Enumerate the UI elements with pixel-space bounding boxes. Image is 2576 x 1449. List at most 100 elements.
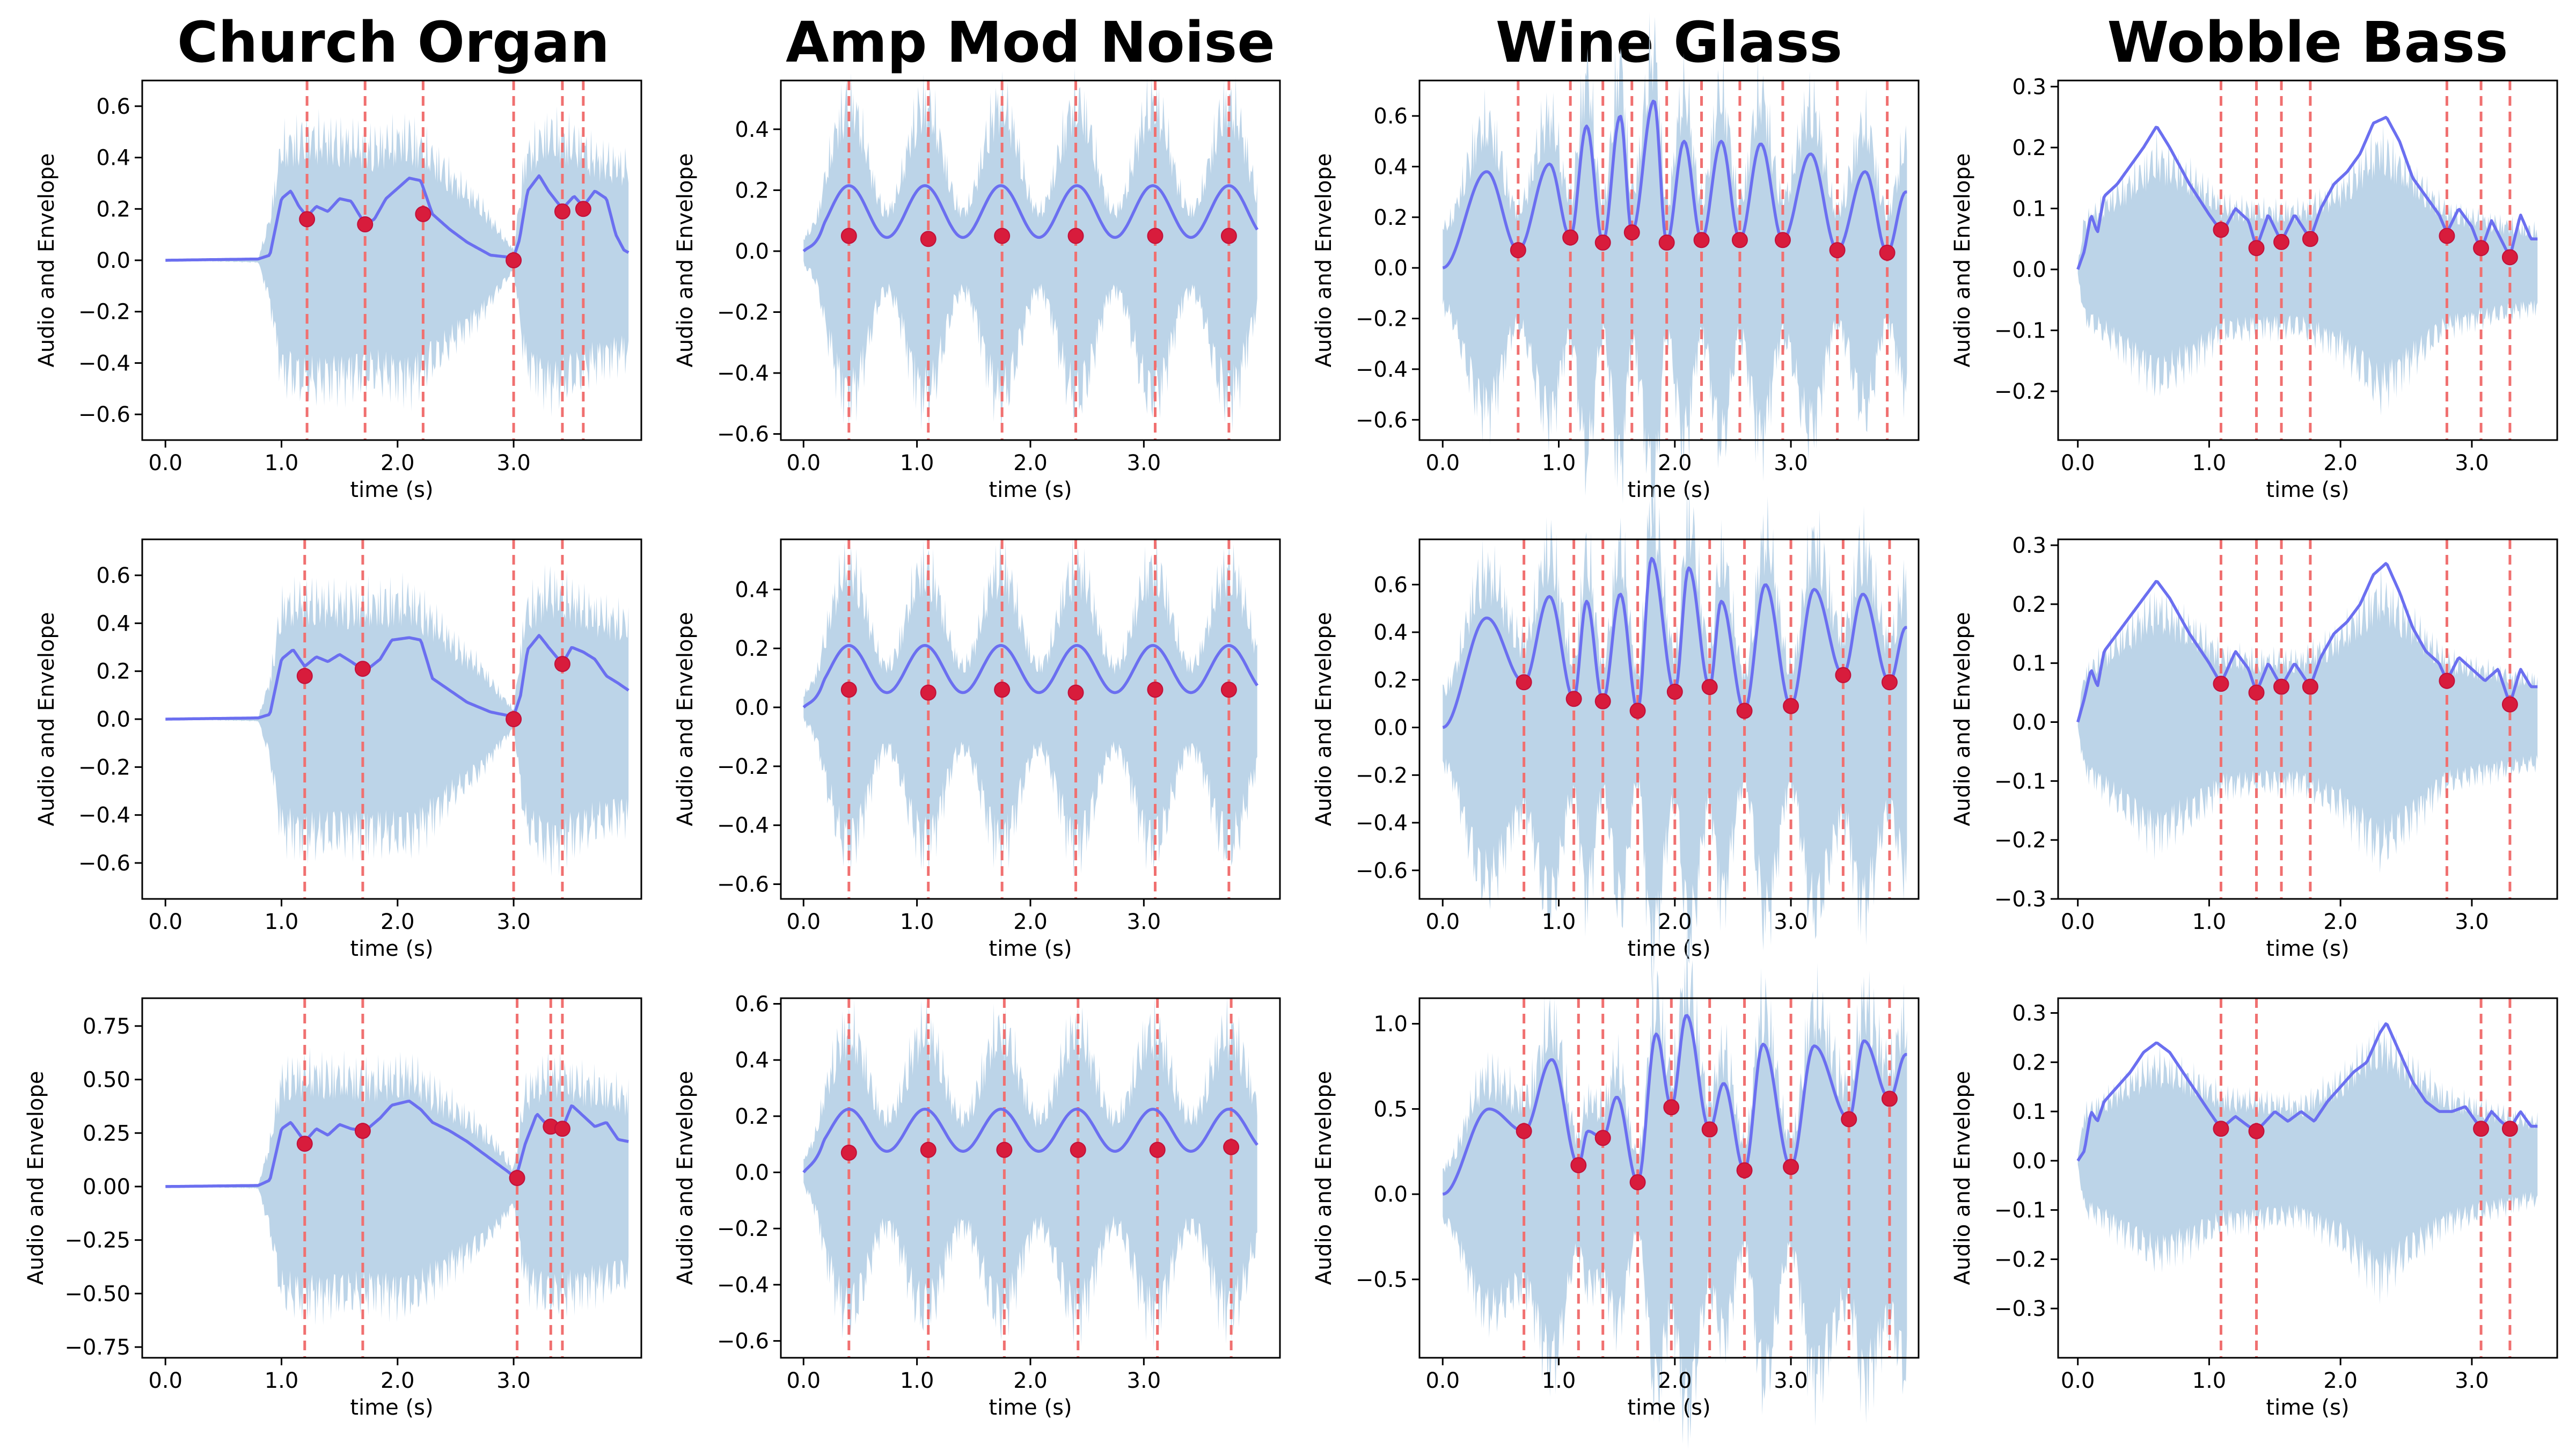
y-tick-label: −0.6	[1356, 859, 1408, 883]
column-title-amp-mod-noise: Amp Mod Noise	[786, 10, 1275, 75]
axes-frame	[1418, 997, 1920, 1359]
onset-marker	[1067, 684, 1084, 701]
y-tick-label: −0.1	[1994, 769, 2046, 794]
onset-marker	[1220, 228, 1237, 244]
y-tick-label: 0.4	[735, 1048, 769, 1073]
y-tick-label: 0.0	[735, 696, 769, 720]
subplot-0-2: 0.0 1.0 2.0 3.0 −0.6 −0.4 −0.2 0.0 0.2 0.4 0.6 time…	[1312, 12, 1920, 526]
x-tick-label: 1.0	[265, 451, 299, 475]
x-tick-label: 3.0	[2455, 1368, 2489, 1393]
onset-marker	[554, 203, 570, 220]
audio-waveform-fill	[1443, 479, 1907, 993]
subplot-2-3: 0.0 1.0 2.0 3.0 −0.3 −0.2 −0.1 0.0 0.1 0.2 0.3 time…	[1950, 997, 2558, 1420]
onset-marker	[1623, 224, 1640, 241]
onset-marker	[1629, 702, 1646, 719]
onset-marker	[920, 684, 936, 701]
y-tick-label: 0.2	[96, 197, 130, 222]
y-tick-label: 0.1	[2012, 196, 2046, 221]
y-tick-label: −0.4	[717, 1273, 769, 1298]
y-tick-label: −0.2	[78, 300, 130, 325]
onset-marker	[1701, 679, 1718, 696]
onset-marker	[1570, 1157, 1587, 1174]
y-tick-label: −0.25	[64, 1228, 130, 1253]
x-tick-label: 1.0	[900, 1368, 934, 1393]
y-tick-label: −0.3	[1994, 887, 2046, 912]
onset-marker	[1783, 1159, 1799, 1175]
envelope-line	[165, 634, 630, 721]
y-tick-label: −0.1	[1994, 319, 2046, 343]
x-tick-label: 1.0	[1542, 910, 1576, 934]
onset-marker	[296, 1136, 313, 1152]
y-tick-label: −0.6	[717, 422, 769, 447]
envelope-line	[802, 643, 1258, 709]
x-axis-label: time (s)	[1627, 936, 1710, 961]
onset-marker	[1841, 1111, 1857, 1128]
y-axis-label: Audio and Envelope	[673, 153, 698, 368]
onset-marker	[509, 1170, 525, 1186]
onset-marker	[2501, 696, 2518, 713]
x-tick-label: 2.0	[1658, 910, 1692, 934]
x-tick-label: 1.0	[265, 1368, 299, 1393]
y-axis-label: Audio and Envelope	[34, 612, 59, 826]
y-tick-label: −0.5	[1356, 1268, 1408, 1292]
audio-waveform-fill	[165, 1047, 629, 1326]
y-tick-label: −0.6	[78, 851, 130, 876]
y-tick-label: 0.0	[735, 1161, 769, 1185]
onset-marker	[2213, 1121, 2229, 1137]
subplot-2-2: 0.0 1.0 2.0 3.0 −0.5 0.0 0.5 1.0 time (s) Audio a…	[1312, 925, 1920, 1449]
x-axis-label: time (s)	[1627, 478, 1710, 502]
column-title-church-organ: Church Organ	[177, 10, 610, 75]
x-tick-label: 3.0	[2455, 910, 2489, 934]
x-tick-label: 0.0	[148, 1368, 182, 1393]
onset-marker	[840, 682, 857, 698]
y-tick-label: 0.0	[735, 239, 769, 264]
y-tick-label: −0.4	[1356, 811, 1408, 836]
y-tick-label: −0.75	[64, 1335, 130, 1360]
x-tick-label: 3.0	[1127, 451, 1161, 475]
onset-marker	[2302, 231, 2318, 247]
audio-waveform-fill	[803, 996, 1257, 1349]
x-tick-label: 1.0	[900, 910, 934, 934]
y-tick-label: −0.2	[1994, 1247, 2046, 1272]
onset-marker	[2302, 678, 2318, 695]
x-tick-label: 0.0	[1425, 451, 1460, 475]
onset-marker	[1829, 242, 1846, 259]
subplot-1-0: 0.0 1.0 2.0 3.0 −0.6 −0.4 −0.2 0.0 0.2 0.4 0.6 time…	[34, 538, 642, 961]
x-tick-label: 1.0	[2192, 451, 2227, 475]
x-tick-label: 0.0	[786, 910, 821, 934]
x-tick-label: 3.0	[1127, 910, 1161, 934]
x-tick-label: 3.0	[496, 910, 531, 934]
audio-waveform-fill	[803, 537, 1257, 883]
onset-marker	[554, 1121, 570, 1137]
y-tick-label: 0.2	[2012, 592, 2046, 617]
subplot-1-1: 0.0 1.0 2.0 3.0 −0.6 −0.4 −0.2 0.0 0.2 0.4 time (s…	[673, 537, 1281, 961]
onset-marker	[1516, 674, 1532, 691]
onset-marker	[1147, 682, 1163, 698]
y-tick-label: 0.3	[2012, 533, 2046, 558]
y-axis-label: Audio and Envelope	[24, 1071, 48, 1285]
y-axis-label: Audio and Envelope	[1950, 1071, 1975, 1285]
onset-marker	[1516, 1123, 1532, 1139]
y-tick-label: −0.4	[717, 361, 769, 386]
x-tick-label: 3.0	[1127, 1368, 1161, 1393]
x-tick-label: 0.0	[2061, 1368, 2095, 1393]
x-tick-label: 2.0	[1013, 1368, 1048, 1393]
x-tick-label: 2.0	[2323, 1368, 2358, 1393]
y-tick-label: −0.4	[78, 803, 130, 828]
onset-marker	[2439, 228, 2455, 244]
subplot-grid: 0.0 1.0 2.0 3.0 −0.6 −0.4 −0.2 0.0 0.2 0.4 0.6 time…	[24, 12, 2558, 1449]
onset-marker	[1774, 232, 1791, 248]
audio-waveform-fill	[2077, 1019, 2538, 1305]
x-tick-label: 0.0	[148, 451, 182, 475]
axes-frame	[2057, 79, 2558, 441]
onset-marker	[994, 228, 1011, 244]
axes-frame	[1418, 538, 1920, 900]
onset-marker	[1783, 698, 1799, 714]
x-tick-label: 2.0	[380, 1368, 415, 1393]
subplot-1-3: 0.0 1.0 2.0 3.0 −0.3 −0.2 −0.1 0.0 0.1 0.2 0.3 time…	[1950, 533, 2558, 961]
y-tick-label: 0.6	[1373, 573, 1408, 597]
audio-waveform-fill	[165, 564, 629, 876]
onset-marker	[1220, 682, 1237, 698]
y-tick-label: 0.5	[1373, 1097, 1408, 1122]
y-tick-label: −0.2	[78, 755, 130, 780]
